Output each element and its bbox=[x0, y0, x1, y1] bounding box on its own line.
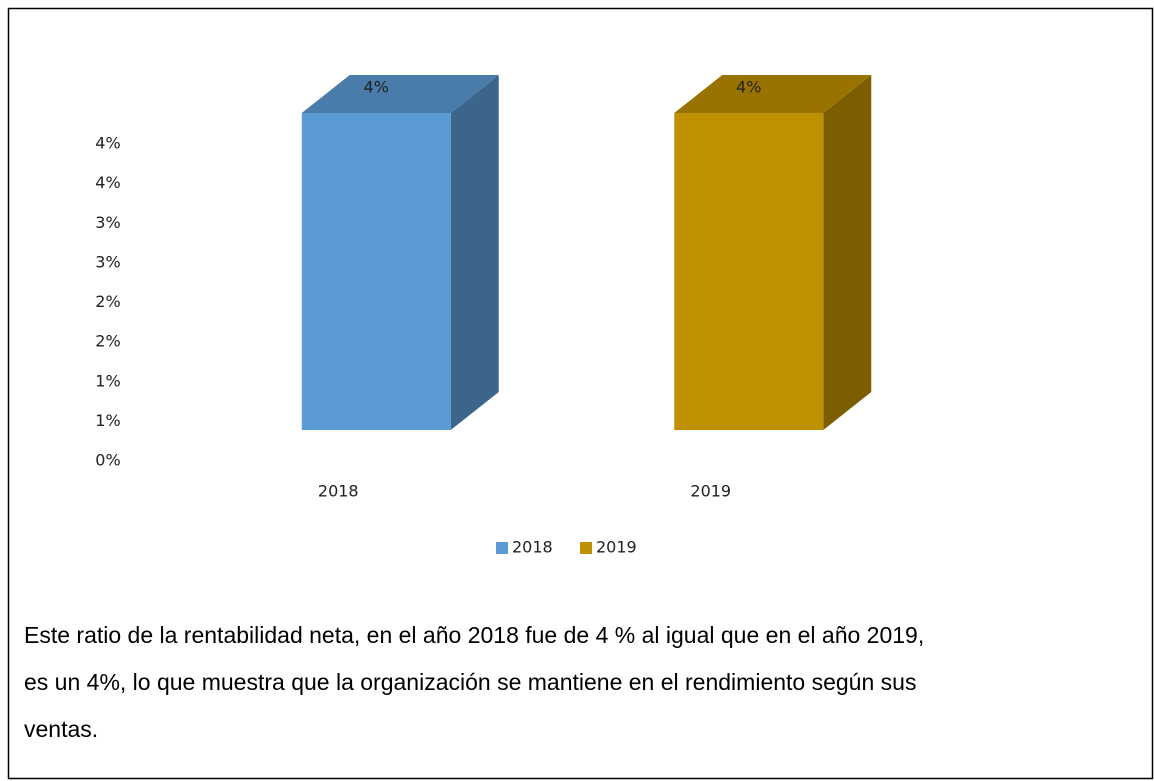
frame bbox=[7, 7, 1154, 780]
y-tick-label: 1% bbox=[95, 371, 120, 390]
y-tick-label: 3% bbox=[95, 213, 120, 232]
bar bbox=[301, 113, 451, 430]
y-tick-label: 4% bbox=[95, 134, 120, 153]
y-tick-label: 2% bbox=[95, 292, 120, 311]
y-tick-label: 4% bbox=[95, 173, 120, 192]
caption-line: es un 4%, lo que muestra que la organiza… bbox=[24, 669, 916, 695]
legend-label: 2018 bbox=[512, 538, 553, 557]
y-tick-label: 0% bbox=[95, 451, 120, 470]
y-tick-label: 3% bbox=[95, 252, 120, 271]
x-tick-label: 2018 bbox=[318, 482, 359, 501]
bar-side bbox=[450, 75, 499, 430]
y-tick-label: 1% bbox=[95, 411, 120, 430]
bar-top bbox=[674, 75, 872, 113]
bar-top bbox=[301, 75, 499, 113]
y-tick-label: 2% bbox=[95, 332, 120, 351]
legend-swatch bbox=[580, 542, 592, 554]
data-label: 4% bbox=[364, 78, 389, 97]
caption-line: Este ratio de la rentabilidad neta, en e… bbox=[24, 622, 924, 648]
legend-swatch bbox=[496, 542, 508, 554]
bar-side bbox=[823, 75, 872, 430]
bar bbox=[674, 113, 824, 430]
caption-line: ventas. bbox=[24, 716, 98, 742]
x-tick-label: 2019 bbox=[690, 482, 731, 501]
legend-label: 2019 bbox=[596, 538, 637, 557]
data-label: 4% bbox=[736, 78, 761, 97]
